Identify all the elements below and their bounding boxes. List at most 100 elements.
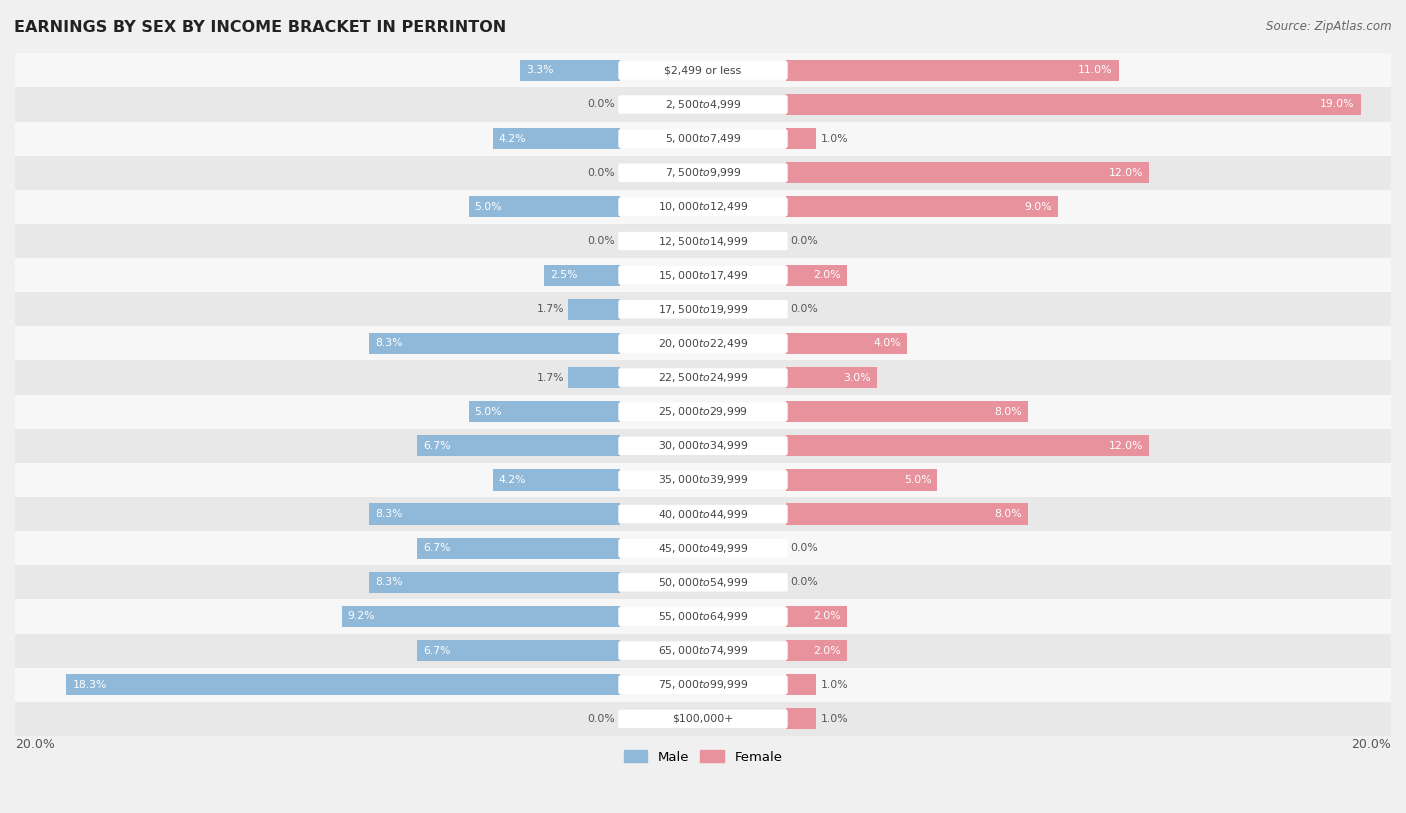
Text: 0.0%: 0.0% bbox=[588, 236, 616, 246]
Text: 2.5%: 2.5% bbox=[550, 270, 578, 280]
Text: 3.0%: 3.0% bbox=[844, 372, 870, 383]
Text: $22,500 to $24,999: $22,500 to $24,999 bbox=[658, 371, 748, 384]
Bar bbox=[786, 674, 817, 695]
Bar bbox=[15, 224, 1391, 258]
Text: $50,000 to $54,999: $50,000 to $54,999 bbox=[658, 576, 748, 589]
Text: 4.2%: 4.2% bbox=[499, 133, 526, 144]
Text: 0.0%: 0.0% bbox=[790, 577, 818, 587]
Bar bbox=[15, 54, 1391, 88]
Text: Source: ZipAtlas.com: Source: ZipAtlas.com bbox=[1267, 20, 1392, 33]
Text: 0.0%: 0.0% bbox=[588, 99, 616, 110]
Text: $5,000 to $7,499: $5,000 to $7,499 bbox=[665, 133, 741, 146]
Text: 6.7%: 6.7% bbox=[423, 543, 451, 553]
Text: 9.2%: 9.2% bbox=[347, 611, 375, 621]
Bar bbox=[368, 503, 620, 524]
Bar bbox=[15, 394, 1391, 428]
Bar bbox=[368, 333, 620, 354]
Bar bbox=[15, 428, 1391, 463]
Text: $40,000 to $44,999: $40,000 to $44,999 bbox=[658, 507, 748, 520]
Text: 1.0%: 1.0% bbox=[821, 714, 849, 724]
Bar bbox=[15, 155, 1391, 189]
Bar bbox=[15, 565, 1391, 599]
Bar bbox=[15, 326, 1391, 360]
Bar bbox=[786, 640, 846, 661]
Text: 0.0%: 0.0% bbox=[588, 714, 616, 724]
FancyBboxPatch shape bbox=[619, 129, 787, 148]
Text: 18.3%: 18.3% bbox=[73, 680, 107, 689]
Text: $100,000+: $100,000+ bbox=[672, 714, 734, 724]
Bar bbox=[786, 264, 846, 285]
FancyBboxPatch shape bbox=[619, 198, 787, 216]
Text: $25,000 to $29,999: $25,000 to $29,999 bbox=[658, 405, 748, 418]
FancyBboxPatch shape bbox=[619, 163, 787, 182]
Bar bbox=[786, 162, 1149, 184]
FancyBboxPatch shape bbox=[619, 334, 787, 353]
Bar bbox=[15, 633, 1391, 667]
Legend: Male, Female: Male, Female bbox=[619, 745, 787, 769]
FancyBboxPatch shape bbox=[619, 471, 787, 489]
Text: 5.0%: 5.0% bbox=[475, 406, 502, 417]
FancyBboxPatch shape bbox=[619, 402, 787, 421]
Text: 2.0%: 2.0% bbox=[813, 646, 841, 655]
Text: 6.7%: 6.7% bbox=[423, 441, 451, 451]
Text: 8.3%: 8.3% bbox=[375, 338, 402, 349]
Bar bbox=[544, 264, 620, 285]
FancyBboxPatch shape bbox=[619, 676, 787, 694]
Bar bbox=[786, 94, 1361, 115]
FancyBboxPatch shape bbox=[619, 539, 787, 558]
FancyBboxPatch shape bbox=[619, 437, 787, 455]
Bar bbox=[494, 469, 620, 490]
Text: 8.0%: 8.0% bbox=[994, 406, 1022, 417]
Text: 9.0%: 9.0% bbox=[1025, 202, 1052, 212]
Bar bbox=[468, 401, 620, 422]
Bar bbox=[418, 640, 620, 661]
Text: $75,000 to $99,999: $75,000 to $99,999 bbox=[658, 678, 748, 691]
Text: 2.0%: 2.0% bbox=[813, 270, 841, 280]
Bar bbox=[520, 60, 620, 81]
Text: $30,000 to $34,999: $30,000 to $34,999 bbox=[658, 439, 748, 452]
Text: 12.0%: 12.0% bbox=[1108, 167, 1143, 178]
Text: 1.0%: 1.0% bbox=[821, 133, 849, 144]
Text: 1.7%: 1.7% bbox=[536, 304, 564, 315]
Text: $2,500 to $4,999: $2,500 to $4,999 bbox=[665, 98, 741, 111]
Bar bbox=[342, 606, 620, 627]
Bar bbox=[15, 667, 1391, 702]
Bar bbox=[15, 497, 1391, 531]
Bar bbox=[66, 674, 620, 695]
Text: $2,499 or less: $2,499 or less bbox=[665, 65, 741, 76]
Bar bbox=[468, 196, 620, 217]
Text: EARNINGS BY SEX BY INCOME BRACKET IN PERRINTON: EARNINGS BY SEX BY INCOME BRACKET IN PER… bbox=[14, 20, 506, 35]
FancyBboxPatch shape bbox=[619, 710, 787, 728]
Text: $10,000 to $12,499: $10,000 to $12,499 bbox=[658, 200, 748, 213]
FancyBboxPatch shape bbox=[619, 505, 787, 524]
Text: 0.0%: 0.0% bbox=[790, 304, 818, 315]
Text: 11.0%: 11.0% bbox=[1078, 65, 1112, 76]
Bar bbox=[786, 333, 907, 354]
Text: 4.2%: 4.2% bbox=[499, 475, 526, 485]
Text: 0.0%: 0.0% bbox=[588, 167, 616, 178]
FancyBboxPatch shape bbox=[619, 95, 787, 114]
Bar bbox=[15, 258, 1391, 292]
Text: $35,000 to $39,999: $35,000 to $39,999 bbox=[658, 473, 748, 486]
Bar bbox=[15, 702, 1391, 736]
Text: 8.3%: 8.3% bbox=[375, 509, 402, 519]
Bar bbox=[786, 401, 1028, 422]
FancyBboxPatch shape bbox=[619, 232, 787, 250]
Text: 5.0%: 5.0% bbox=[475, 202, 502, 212]
FancyBboxPatch shape bbox=[619, 573, 787, 592]
Text: 19.0%: 19.0% bbox=[1320, 99, 1355, 110]
Bar bbox=[15, 292, 1391, 326]
Bar bbox=[15, 122, 1391, 155]
Text: $45,000 to $49,999: $45,000 to $49,999 bbox=[658, 541, 748, 554]
Bar bbox=[786, 606, 846, 627]
Text: $65,000 to $74,999: $65,000 to $74,999 bbox=[658, 644, 748, 657]
Bar bbox=[15, 189, 1391, 224]
Text: $12,500 to $14,999: $12,500 to $14,999 bbox=[658, 234, 748, 247]
Bar bbox=[786, 435, 1149, 456]
Text: 1.7%: 1.7% bbox=[536, 372, 564, 383]
Bar bbox=[568, 367, 620, 388]
Text: 0.0%: 0.0% bbox=[790, 236, 818, 246]
Text: $17,500 to $19,999: $17,500 to $19,999 bbox=[658, 302, 748, 315]
Text: 8.3%: 8.3% bbox=[375, 577, 402, 587]
Bar bbox=[15, 531, 1391, 565]
